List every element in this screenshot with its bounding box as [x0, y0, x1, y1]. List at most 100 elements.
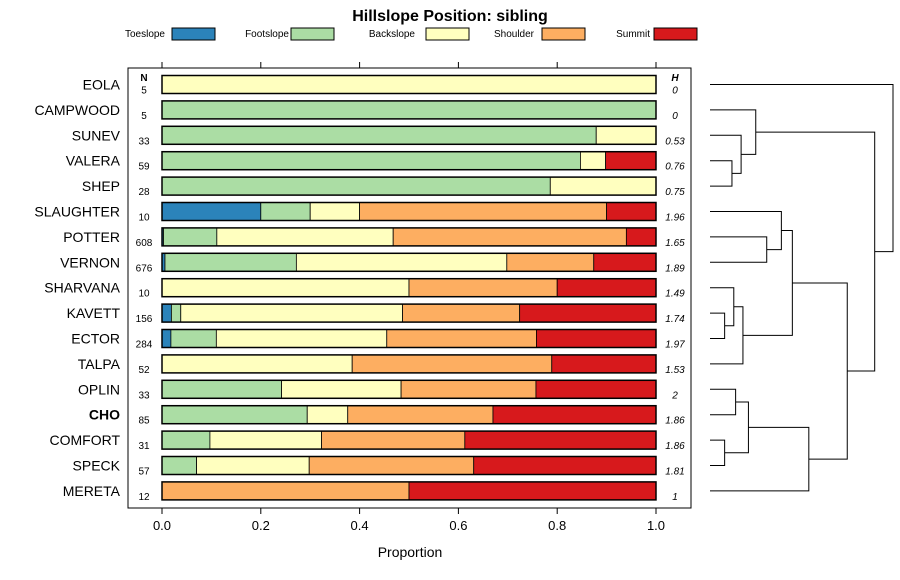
- row-label-slaughter: SLAUGHTER: [34, 204, 120, 220]
- bar-ector-backslope: [215, 329, 388, 348]
- bar-oplin-backslope: [281, 379, 402, 399]
- bar-outline-sharvana: [161, 277, 657, 298]
- bar-outline-comfort: [161, 430, 657, 450]
- bar-cho-footslope: [161, 405, 308, 425]
- legend-label-summit: Summit: [616, 29, 650, 40]
- row-potter: POTTER 608 1.65: [63, 227, 685, 249]
- row-eola: EOLA 5 0: [83, 74, 678, 97]
- dendrogram-link-i: [742, 230, 793, 336]
- bar-mereta-shoulder: [161, 481, 410, 501]
- legend-swatch-shoulder: [541, 27, 586, 41]
- dendrogram-link-e: [710, 287, 735, 327]
- n-value-speck: 57: [138, 467, 150, 478]
- h-value-slaughter: 1.96: [665, 213, 685, 224]
- bar-talpa-shoulder: [351, 354, 553, 374]
- bar-valera-backslope: [580, 151, 607, 171]
- bar-outline-slaughter: [161, 201, 657, 222]
- bar-outline-oplin: [161, 379, 657, 400]
- row-label-ector: ECTOR: [71, 331, 120, 347]
- legend-swatch-footslope: [290, 27, 335, 41]
- dendrogram-link-h: [710, 211, 782, 251]
- row-valera: VALERA 59 0.76: [66, 150, 685, 173]
- row-label-vernon: VERNON: [60, 254, 120, 270]
- row-cho: CHO 85 1.86: [89, 404, 685, 427]
- dendrogram-link-c: [710, 109, 757, 155]
- row-oplin: OPLIN 33 2: [78, 379, 678, 401]
- h-value-eola: 0: [672, 86, 678, 97]
- row-sunev: SUNEV 33 0.53: [72, 125, 685, 147]
- dendrogram: [710, 84, 894, 492]
- bar-ector-toeslope: [161, 329, 172, 348]
- bar-shep-footslope: [161, 176, 551, 196]
- n-value-campwood: 5: [141, 111, 147, 122]
- row-label-valera: VALERA: [66, 153, 121, 169]
- legend-label-footslope: Footslope: [245, 29, 289, 40]
- n-value-valera: 59: [138, 162, 150, 173]
- n-value-sharvana: 10: [138, 289, 150, 300]
- dendrogram-link-b: [710, 134, 742, 174]
- legend-swatch-toeslope: [171, 27, 216, 41]
- bar-outline-vernon: [161, 252, 657, 273]
- bar-talpa-summit: [551, 354, 657, 374]
- bar-speck-summit: [473, 456, 657, 475]
- x-tick-label-0: 0.0: [153, 518, 171, 533]
- x-axis-label: Proportion: [378, 544, 443, 560]
- h-value-valera: 0.76: [665, 162, 685, 173]
- row-ector: ECTOR 284 1.97: [71, 328, 685, 351]
- x-tick-label-5: 1.0: [647, 518, 665, 533]
- row-sharvana: SHARVANA 10 1.49: [44, 277, 685, 300]
- bar-slaughter-summit: [606, 202, 657, 221]
- bar-kavett-footslope: [170, 303, 182, 323]
- bar-outline-campwood: [161, 100, 657, 120]
- bar-oplin-footslope: [161, 379, 282, 399]
- chart-title: Hillslope Position: sibling: [352, 8, 548, 25]
- bar-outline-eola: [161, 74, 657, 95]
- bar-ector-shoulder: [386, 329, 537, 348]
- h-value-cho: 1.86: [665, 416, 685, 427]
- n-value-comfort: 31: [138, 441, 150, 452]
- bar-kavett-shoulder: [402, 303, 521, 323]
- bar-comfort-summit: [464, 430, 657, 450]
- row-label-speck: SPECK: [73, 458, 121, 474]
- row-label-talpa: TALPA: [78, 356, 121, 372]
- x-tick-label-3: 0.6: [449, 518, 467, 533]
- bar-oplin-summit: [535, 379, 657, 399]
- bar-outline-valera: [161, 150, 657, 171]
- n-value-potter: 608: [136, 238, 153, 249]
- bar-outline-cho: [161, 404, 657, 425]
- n-value-mereta: 12: [138, 492, 150, 503]
- bar-rows: EOLA 5 0 CAMPWOOD 5 0 SUNEV 33 0.53 VALERA 59 0.76 S…: [34, 74, 685, 503]
- bar-speck-backslope: [196, 456, 310, 475]
- bar-ector-footslope: [170, 329, 217, 348]
- bar-valera-footslope: [161, 151, 581, 171]
- bar-potter-footslope: [163, 227, 218, 247]
- bar-campwood-footslope: [161, 100, 657, 120]
- row-label-campwood: CAMPWOOD: [34, 102, 120, 118]
- bar-potter-summit: [625, 227, 657, 247]
- bar-cho-backslope: [306, 405, 349, 425]
- row-vernon: VERNON 676 1.89: [60, 252, 685, 274]
- n-value-talpa: 52: [138, 365, 150, 376]
- bar-speck-shoulder: [308, 456, 475, 475]
- bar-speck-footslope: [161, 456, 197, 475]
- x-tick-label-2: 0.4: [351, 518, 369, 533]
- h-value-potter: 1.65: [665, 238, 685, 249]
- x-tick-label-4: 0.8: [548, 518, 566, 533]
- legend-label-backslope: Backslope: [369, 29, 416, 40]
- bar-shep-backslope: [549, 176, 657, 196]
- legend-label-shoulder: Shoulder: [494, 29, 535, 40]
- row-label-comfort: COMFORT: [49, 432, 120, 448]
- h-value-vernon: 1.89: [665, 263, 685, 274]
- dendrogram-link-p: [710, 84, 894, 253]
- bar-cho-summit: [492, 405, 657, 425]
- bar-ector-summit: [536, 329, 657, 348]
- n-value-shep: 28: [138, 187, 150, 198]
- row-shep: SHEP 28 0.75: [82, 176, 685, 198]
- dendrogram-link-d: [710, 312, 726, 339]
- row-slaughter: SLAUGHTER 10 1.96: [34, 201, 685, 224]
- n-value-cho: 85: [138, 416, 150, 427]
- bar-outline-ector: [161, 328, 657, 349]
- bar-kavett-summit: [519, 303, 657, 323]
- bar-sharvana-backslope: [161, 278, 410, 298]
- row-mereta: MERETA 12 1: [63, 481, 678, 503]
